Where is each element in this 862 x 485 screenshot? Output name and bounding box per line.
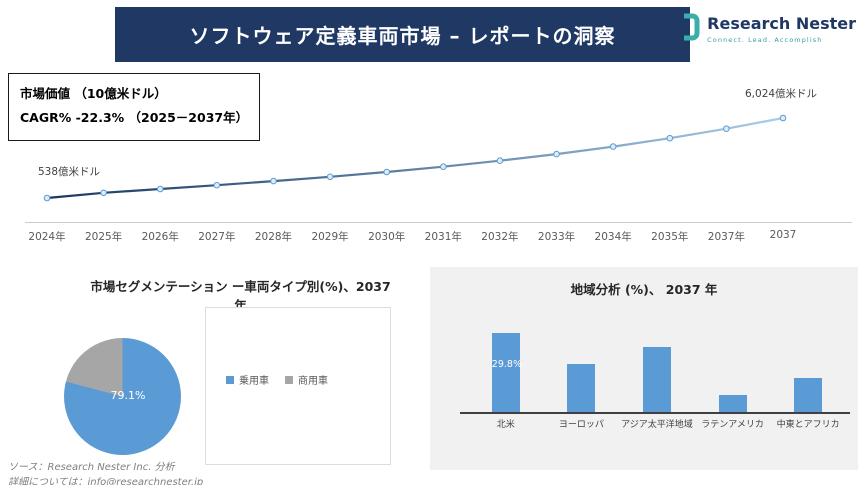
- legend-label: 商用車: [298, 376, 328, 387]
- source-footer: ソース：Research Nester Inc. 分析 詳細については：info…: [8, 461, 203, 485]
- research-nester-logo: Research Nester Connect. Lead. Accomplis…: [659, 11, 856, 44]
- contact-line: 詳細については：info@researchnester.jp: [8, 476, 204, 485]
- logo-tagline: Connect. Lead. Accomplish: [707, 35, 823, 44]
- line-point: [666, 134, 674, 142]
- bar-x-label: 北米: [496, 420, 515, 430]
- line-point: [213, 181, 221, 189]
- market-value-box: 市場価値 （10億米ドル） CAGR% -22.3% （2025－2037年）: [8, 73, 261, 141]
- x-tick-label: 2033年: [537, 231, 576, 243]
- x-tick-label: 2029年: [311, 231, 349, 243]
- bar: [642, 347, 671, 412]
- legend-swatch: [285, 375, 293, 384]
- legend-label: 乗用車: [239, 376, 269, 387]
- legend-swatch: [226, 375, 234, 384]
- line-point: [43, 194, 51, 202]
- line-chart-svg: [43, 114, 787, 202]
- pie-title-line1: 市場セグメンテーション ー車両タイプ別(%)、2037: [90, 279, 391, 294]
- pie-plot-area: [205, 307, 391, 465]
- x-tick-label: 2025年: [84, 231, 123, 243]
- line-point: [553, 150, 560, 158]
- line-point: [326, 173, 334, 181]
- bar-x-label: アジア太平洋地域: [621, 420, 693, 430]
- region-panel: 地域分析 (%)、 2037 年 29.8% 北米 ヨーロッパ アジア太平洋地域 ラテ…: [430, 267, 858, 470]
- pie-chart: [64, 338, 181, 455]
- x-tick-label: 2026年: [141, 231, 179, 243]
- x-tick-label: 2028年: [254, 231, 293, 243]
- x-axis-line: [25, 222, 852, 223]
- bar-x-label: ラテンアメリカ: [701, 420, 764, 430]
- bar-chart-title: 地域分析 (%)、 2037 年: [570, 282, 718, 297]
- bar-data-label: 29.8%: [491, 359, 522, 370]
- logo-name: Research Nester: [707, 14, 856, 33]
- bar-column: 29.8%: [468, 333, 544, 412]
- x-tick-label: 2024年: [28, 231, 66, 243]
- source-line: ソース：Research Nester Inc. 分析: [8, 462, 175, 473]
- x-tick-label: 2037年: [707, 231, 745, 243]
- x-tick-label: 2030年: [368, 231, 406, 243]
- page-title: ソフトウェア定義車両市場 – レポートの洞察: [189, 24, 616, 48]
- header-banner: ソフトウェア定義車両市場 – レポートの洞察: [115, 7, 690, 62]
- bar-chart-x-labels: 北米 ヨーロッパ アジア太平洋地域 ラテンアメリカ 中東とアフリカ: [468, 417, 846, 430]
- logo-text: Research Nester Connect. Lead. Accomplis…: [707, 11, 856, 44]
- line-point: [440, 163, 447, 170]
- line-end-annotation: 6,024億米ドル: [745, 88, 818, 100]
- legend-item: 乗用車: [226, 372, 269, 387]
- line-point: [270, 177, 277, 185]
- line-point: [609, 143, 617, 150]
- bar-column: [544, 364, 620, 412]
- x-tick-label: 2034年: [594, 231, 632, 243]
- x-tick-label: 2027年: [198, 231, 236, 243]
- line-point: [779, 114, 787, 122]
- line-point: [100, 189, 107, 197]
- legend-item: 商用車: [285, 372, 328, 387]
- x-tick-label: 2037: [769, 229, 797, 241]
- line-series: [46, 116, 784, 200]
- bar: 29.8%: [491, 333, 522, 412]
- cagr-label: CAGR% -22.3% （2025－2037年）: [20, 110, 249, 126]
- bar-x-label: ヨーロッパ: [558, 420, 604, 430]
- bar-chart-axis-line: [460, 412, 850, 414]
- bar: [794, 378, 823, 412]
- market-value-label: 市場価値 （10億米ドル）: [20, 86, 167, 101]
- line-chart-x-axis: 2024年 2025年 2026年 2027年 2028年 2029年 2030年 2031年…: [0, 229, 862, 245]
- bar: [718, 395, 747, 412]
- bar-chart-bars: 29.8%: [468, 307, 846, 412]
- research-nester-logo-icon: [660, 13, 700, 41]
- bar-x-label: 中東とアフリカ: [776, 420, 840, 430]
- x-tick-label: 2031年: [424, 231, 462, 243]
- bar-column: [695, 395, 771, 412]
- bar-column: [770, 378, 846, 412]
- line-point: [383, 168, 391, 176]
- line-start-annotation: 538億米ドル: [38, 166, 101, 178]
- x-tick-label: 2035年: [651, 231, 689, 243]
- bar: [567, 364, 596, 412]
- line-point: [723, 125, 730, 133]
- pie-data-label: 79.1%: [110, 389, 146, 402]
- pie-legend: 乗用車 商用車: [226, 372, 328, 387]
- line-point: [156, 185, 164, 193]
- bar-column: [619, 347, 695, 412]
- line-point: [496, 157, 504, 164]
- x-tick-label: 2032年: [481, 231, 519, 243]
